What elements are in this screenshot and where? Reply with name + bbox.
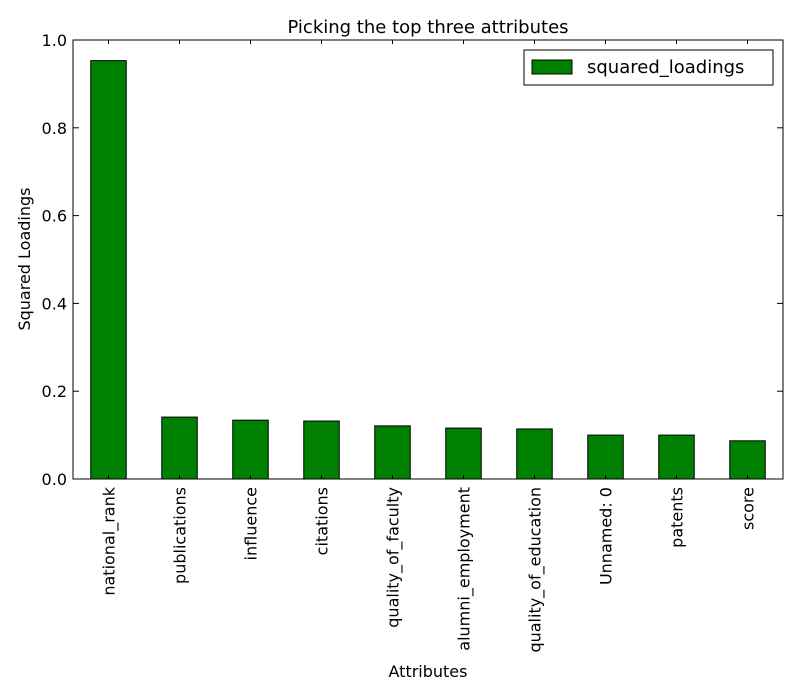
y-tick-label: 0.4 — [42, 294, 67, 313]
y-axis-ticks: 0.0 0.2 0.4 0.6 0.8 1.0 — [42, 31, 783, 489]
y-tick-label: 0.6 — [42, 207, 67, 226]
bar-0 — [90, 60, 127, 480]
chart-title: Picking the top three attributes — [287, 17, 568, 38]
bar-2 — [232, 419, 269, 480]
x-tick-label: patents — [668, 487, 687, 548]
y-tick-label: 1.0 — [42, 31, 67, 50]
y-axis-label: Squared Loadings — [15, 187, 34, 330]
x-tick-label: alumni_employment — [455, 487, 475, 651]
bar-4 — [374, 425, 411, 480]
x-tick-label: quality_of_faculty — [384, 487, 404, 628]
x-tick-label: influence — [242, 487, 261, 560]
x-tick-label: publications — [171, 487, 190, 584]
legend-swatch — [531, 59, 573, 75]
bar-7 — [587, 434, 624, 480]
x-tick-label: score — [739, 487, 758, 530]
y-tick-label: 0.0 — [42, 470, 67, 489]
bar-6 — [516, 428, 553, 480]
legend: squared_loadings — [523, 49, 774, 86]
bar-3 — [303, 420, 340, 480]
bar-9 — [729, 440, 766, 480]
legend-label: squared_loadings — [587, 57, 744, 78]
plot-frame — [72, 39, 784, 480]
x-tick-label: national_rank — [100, 486, 120, 595]
x-tick-label: citations — [313, 487, 332, 555]
y-tick-label: 0.2 — [42, 382, 67, 401]
bar-8 — [658, 434, 695, 480]
x-axis-ticks: national_rank publications influence citati… — [100, 40, 758, 653]
bars-group — [90, 60, 766, 480]
bar-5 — [445, 427, 482, 480]
x-tick-label: Unnamed: 0 — [597, 487, 616, 585]
x-tick-label: quality_of_education — [526, 487, 546, 653]
x-axis-label: Attributes — [389, 662, 468, 681]
bar-1 — [161, 416, 198, 480]
y-tick-label: 0.8 — [42, 119, 67, 138]
